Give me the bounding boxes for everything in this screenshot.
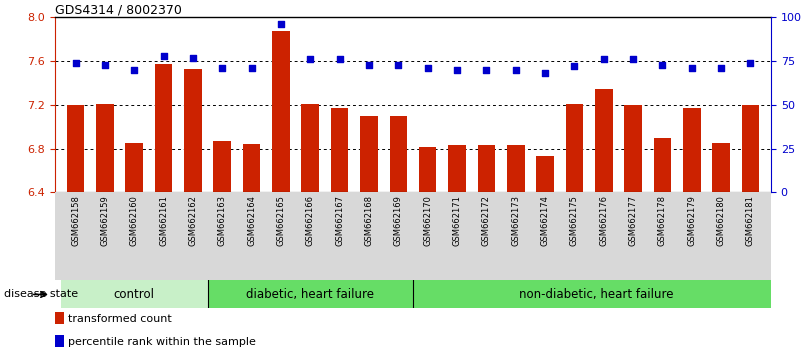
- Text: GSM662167: GSM662167: [335, 195, 344, 246]
- Bar: [272, 30, 290, 193]
- Bar: [360, 116, 378, 193]
- Bar: [66, 105, 84, 193]
- Bar: [126, 143, 143, 193]
- Point: [363, 62, 376, 68]
- Text: GSM662172: GSM662172: [482, 195, 491, 246]
- Text: GSM662179: GSM662179: [687, 195, 696, 246]
- Bar: [55, 335, 64, 347]
- Text: GSM662178: GSM662178: [658, 195, 667, 246]
- Text: GSM662176: GSM662176: [599, 195, 608, 246]
- Bar: [683, 108, 701, 193]
- Bar: [55, 312, 64, 324]
- Bar: [419, 147, 437, 193]
- Bar: [624, 105, 642, 193]
- Text: GSM662164: GSM662164: [247, 195, 256, 246]
- Text: disease state: disease state: [4, 290, 78, 299]
- Point: [157, 53, 170, 59]
- Point: [333, 57, 346, 62]
- Text: GSM662166: GSM662166: [306, 195, 315, 246]
- Text: GSM662160: GSM662160: [130, 195, 139, 246]
- Point: [598, 57, 610, 62]
- Bar: [243, 144, 260, 193]
- Bar: [477, 145, 495, 193]
- Text: diabetic, heart failure: diabetic, heart failure: [246, 288, 374, 301]
- Text: transformed count: transformed count: [67, 314, 171, 324]
- Point: [392, 62, 405, 68]
- Bar: [712, 143, 730, 193]
- Bar: [301, 104, 319, 193]
- Text: GSM662180: GSM662180: [717, 195, 726, 246]
- Text: non-diabetic, heart failure: non-diabetic, heart failure: [519, 288, 674, 301]
- Point: [451, 67, 464, 73]
- Bar: [566, 104, 583, 193]
- Point: [128, 67, 141, 73]
- Bar: [389, 116, 407, 193]
- Text: GSM662165: GSM662165: [276, 195, 285, 246]
- Text: GSM662173: GSM662173: [511, 195, 520, 246]
- Point: [626, 57, 639, 62]
- Point: [421, 65, 434, 71]
- Text: GSM662181: GSM662181: [746, 195, 755, 246]
- Bar: [207, 280, 413, 308]
- Bar: [96, 104, 114, 193]
- Text: GSM662163: GSM662163: [218, 195, 227, 246]
- Text: control: control: [114, 288, 155, 301]
- Bar: [213, 141, 231, 193]
- Bar: [536, 156, 553, 193]
- Bar: [413, 280, 780, 308]
- Point: [568, 64, 581, 69]
- Bar: [449, 145, 466, 193]
- Point: [480, 67, 493, 73]
- Bar: [155, 64, 172, 193]
- Point: [215, 65, 228, 71]
- Point: [99, 62, 111, 68]
- Point: [245, 65, 258, 71]
- Text: GSM662159: GSM662159: [100, 195, 110, 246]
- Point: [509, 67, 522, 73]
- Text: GSM662162: GSM662162: [188, 195, 197, 246]
- Bar: [184, 69, 202, 193]
- Text: percentile rank within the sample: percentile rank within the sample: [67, 337, 256, 347]
- Bar: [654, 138, 671, 193]
- Text: GSM662177: GSM662177: [629, 195, 638, 246]
- Point: [69, 60, 82, 66]
- Point: [187, 55, 199, 61]
- Text: GSM662168: GSM662168: [364, 195, 373, 246]
- Point: [686, 65, 698, 71]
- Point: [538, 71, 551, 76]
- Text: GSM662174: GSM662174: [541, 195, 549, 246]
- Point: [744, 60, 757, 66]
- Bar: [507, 145, 525, 193]
- Point: [304, 57, 316, 62]
- Bar: [331, 108, 348, 193]
- Point: [714, 65, 727, 71]
- Text: GSM662171: GSM662171: [453, 195, 461, 246]
- Point: [656, 62, 669, 68]
- Text: GSM662170: GSM662170: [423, 195, 433, 246]
- Text: GSM662161: GSM662161: [159, 195, 168, 246]
- Text: GSM662158: GSM662158: [71, 195, 80, 246]
- Text: GSM662169: GSM662169: [394, 195, 403, 246]
- Text: GDS4314 / 8002370: GDS4314 / 8002370: [55, 3, 182, 16]
- Bar: [742, 105, 759, 193]
- Text: GSM662175: GSM662175: [570, 195, 579, 246]
- Bar: [61, 280, 207, 308]
- Bar: [595, 88, 613, 193]
- Point: [275, 22, 288, 27]
